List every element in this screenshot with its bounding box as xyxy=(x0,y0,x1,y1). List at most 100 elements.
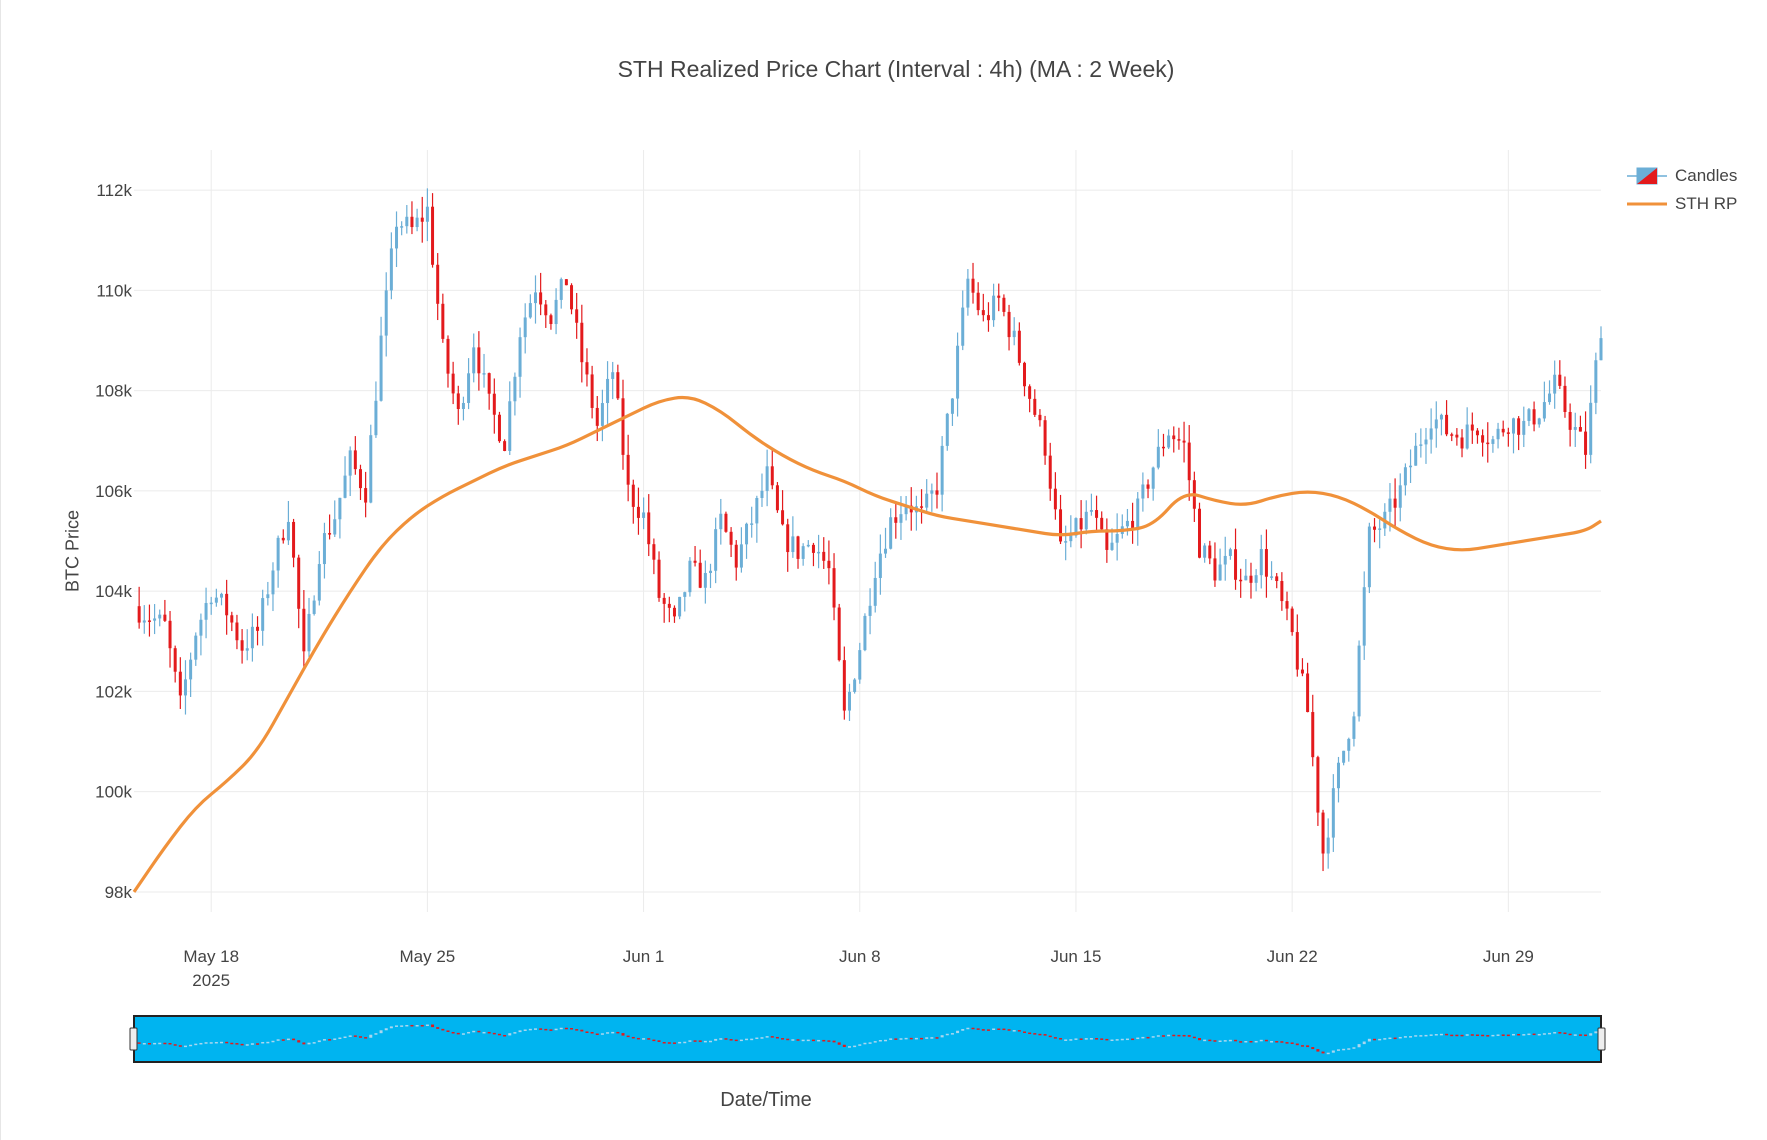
candle[interactable] xyxy=(719,513,723,530)
candle[interactable] xyxy=(297,557,301,609)
candle[interactable] xyxy=(276,537,280,571)
candle[interactable] xyxy=(1198,508,1202,558)
candle[interactable] xyxy=(961,307,965,346)
candle[interactable] xyxy=(328,533,332,535)
candle[interactable] xyxy=(920,506,924,508)
candle[interactable] xyxy=(1002,297,1006,312)
candle[interactable] xyxy=(832,568,836,608)
candle[interactable] xyxy=(1203,545,1207,558)
candle[interactable] xyxy=(482,373,486,375)
candle[interactable] xyxy=(703,573,707,588)
candle[interactable] xyxy=(1470,424,1474,431)
candle[interactable] xyxy=(636,506,640,518)
candle[interactable] xyxy=(322,533,326,565)
candle[interactable] xyxy=(307,613,311,652)
candle[interactable] xyxy=(1156,446,1160,468)
candle[interactable] xyxy=(158,614,162,619)
candle[interactable] xyxy=(1177,439,1181,441)
candle[interactable] xyxy=(220,593,224,598)
candle[interactable] xyxy=(667,603,671,608)
candle[interactable] xyxy=(1450,434,1454,436)
candle[interactable] xyxy=(914,506,918,513)
candle[interactable] xyxy=(770,466,774,486)
candle[interactable] xyxy=(1079,518,1083,530)
candle[interactable] xyxy=(1558,374,1562,386)
candle[interactable] xyxy=(1434,419,1438,429)
legend-item-sth-rp[interactable]: STH RP xyxy=(1627,190,1737,218)
candle[interactable] xyxy=(786,524,790,553)
candle[interactable] xyxy=(935,490,939,495)
candle[interactable] xyxy=(1367,526,1371,588)
candle[interactable] xyxy=(410,216,414,228)
candle[interactable] xyxy=(997,295,1001,298)
candle[interactable] xyxy=(904,505,908,515)
candle[interactable] xyxy=(1300,669,1304,674)
candle[interactable] xyxy=(281,537,285,541)
candle[interactable] xyxy=(1192,480,1196,509)
candle[interactable] xyxy=(1069,535,1073,542)
candle[interactable] xyxy=(842,660,846,711)
candle[interactable] xyxy=(503,441,507,451)
candle[interactable] xyxy=(1578,427,1582,432)
legend-item-candles[interactable]: Candles xyxy=(1627,162,1737,190)
candle[interactable] xyxy=(1548,393,1552,403)
candle[interactable] xyxy=(173,648,177,672)
candle[interactable] xyxy=(976,292,980,311)
candle[interactable] xyxy=(1161,446,1165,449)
candle[interactable] xyxy=(1053,488,1057,510)
candle[interactable] xyxy=(626,454,630,485)
sth-rp-series[interactable] xyxy=(132,395,1602,893)
candle[interactable] xyxy=(570,285,574,310)
candle[interactable] xyxy=(817,551,821,554)
candle[interactable] xyxy=(1568,411,1572,430)
candle[interactable] xyxy=(595,407,599,426)
candle[interactable] xyxy=(261,598,265,631)
candle[interactable] xyxy=(894,517,898,523)
candle[interactable] xyxy=(739,544,743,568)
candle[interactable] xyxy=(1182,440,1186,443)
candle[interactable] xyxy=(266,594,270,599)
candle[interactable] xyxy=(1326,837,1330,854)
candle[interactable] xyxy=(292,521,296,558)
candle[interactable] xyxy=(189,659,193,680)
candle[interactable] xyxy=(1136,498,1140,531)
candle[interactable] xyxy=(374,400,378,436)
candle[interactable] xyxy=(1378,528,1382,530)
candle[interactable] xyxy=(487,373,491,394)
candle[interactable] xyxy=(647,512,651,545)
candle[interactable] xyxy=(683,592,687,597)
candle[interactable] xyxy=(1481,435,1485,443)
candle[interactable] xyxy=(1311,712,1315,758)
candle[interactable] xyxy=(1455,434,1459,438)
range-slider-left-handle[interactable] xyxy=(129,1027,138,1051)
candle[interactable] xyxy=(714,529,718,571)
candle[interactable] xyxy=(436,264,440,304)
candle[interactable] xyxy=(1542,402,1546,419)
candle[interactable] xyxy=(909,505,913,513)
candle[interactable] xyxy=(688,560,692,593)
candle[interactable] xyxy=(745,523,749,545)
range-slider-right-handle[interactable] xyxy=(1597,1027,1606,1051)
candle[interactable] xyxy=(209,602,213,605)
candle[interactable] xyxy=(590,374,594,408)
candle[interactable] xyxy=(245,648,249,651)
candle[interactable] xyxy=(1336,762,1340,789)
candle[interactable] xyxy=(1223,555,1227,565)
candles-series[interactable] xyxy=(137,188,1603,872)
candle[interactable] xyxy=(395,226,399,249)
candle[interactable] xyxy=(1403,467,1407,486)
candle[interactable] xyxy=(940,445,944,495)
candle[interactable] xyxy=(1074,518,1078,536)
candle[interactable] xyxy=(889,517,893,549)
candle[interactable] xyxy=(142,620,146,623)
candle[interactable] xyxy=(1254,575,1258,583)
candle[interactable] xyxy=(1048,455,1052,489)
candle[interactable] xyxy=(950,398,954,414)
candle[interactable] xyxy=(971,278,975,293)
candle[interactable] xyxy=(384,290,388,336)
candle[interactable] xyxy=(497,414,501,442)
candle[interactable] xyxy=(147,620,151,622)
candle[interactable] xyxy=(1517,418,1521,435)
candle[interactable] xyxy=(549,315,553,325)
candle[interactable] xyxy=(194,635,198,660)
